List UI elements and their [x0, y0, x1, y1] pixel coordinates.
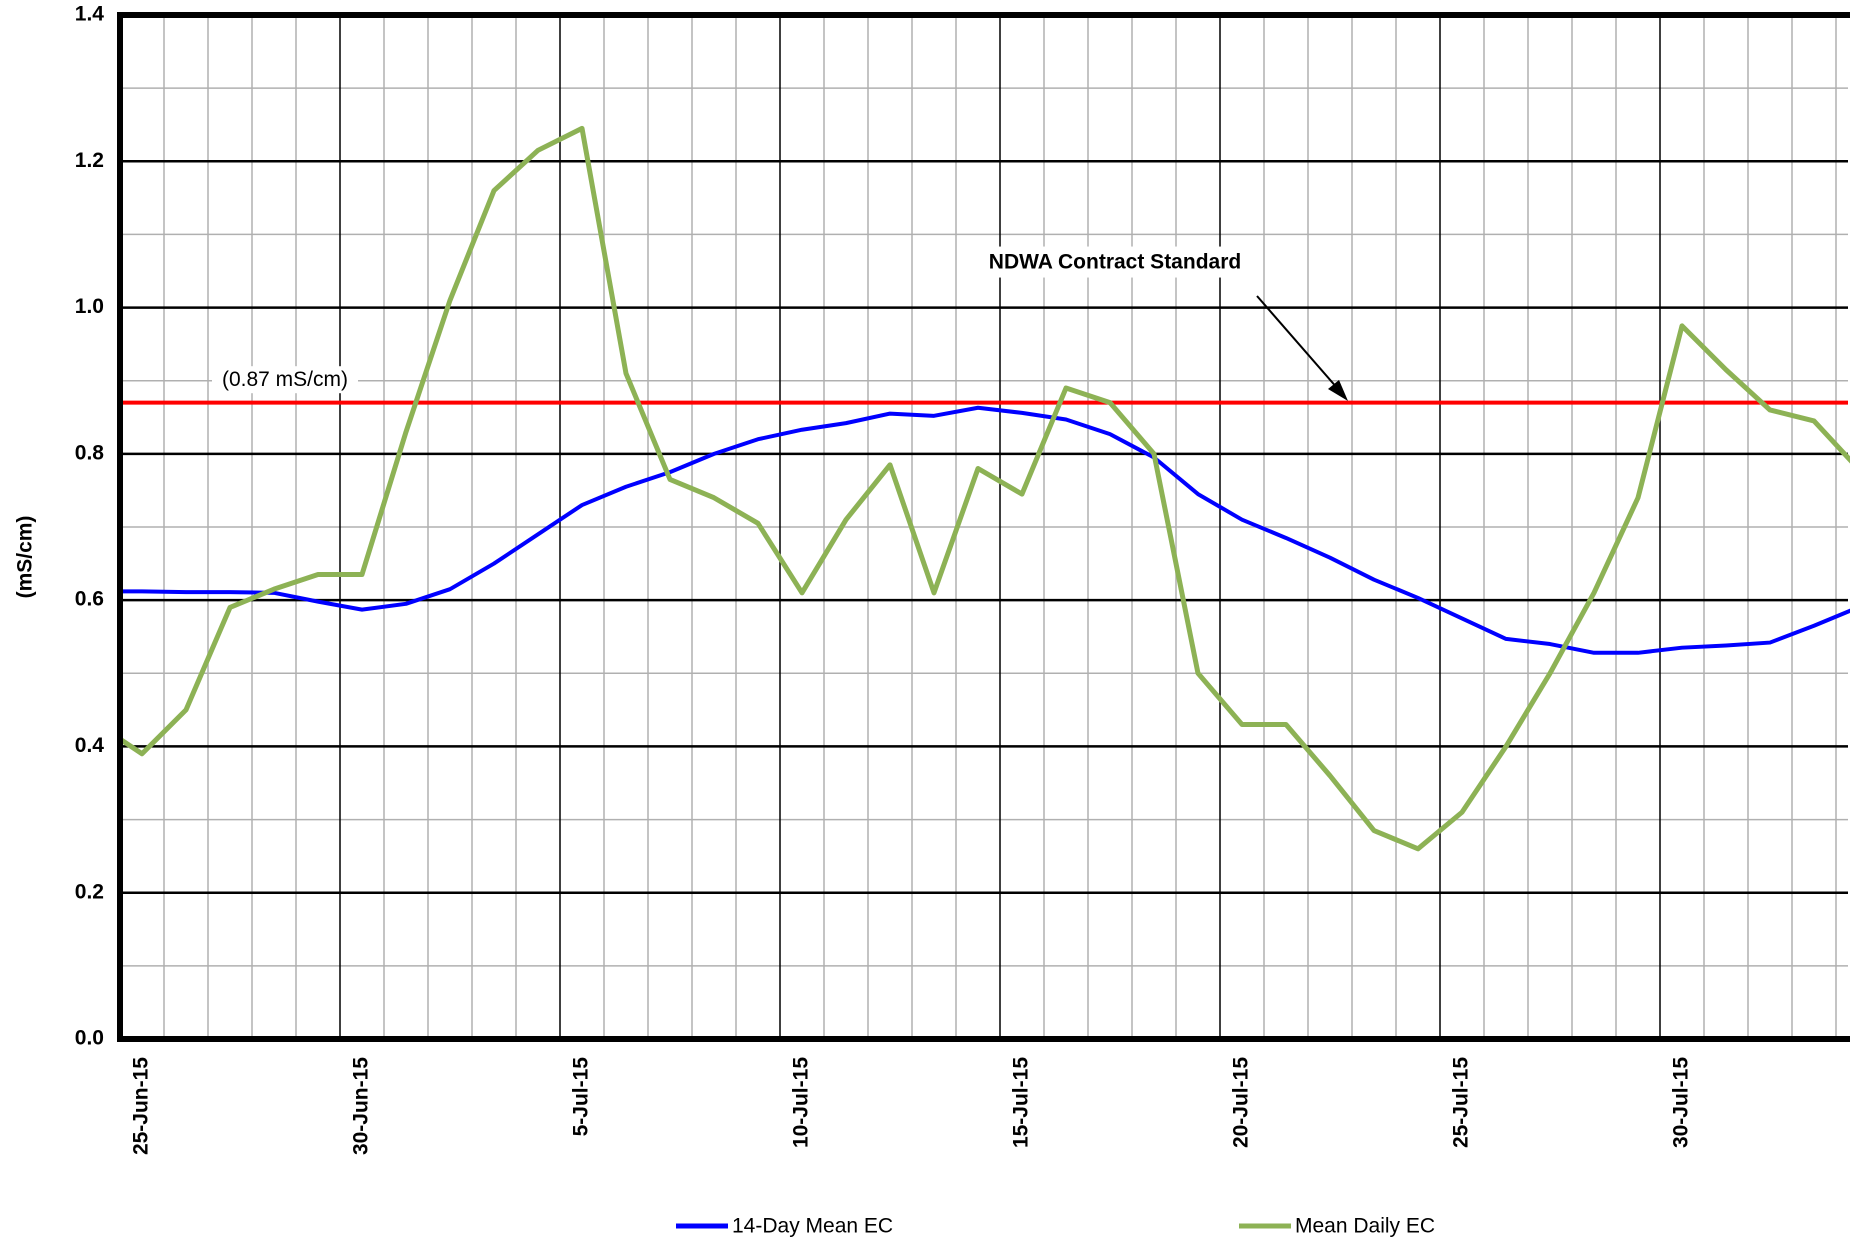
plot-area	[120, 125, 1850, 852]
y-tick-label: 1.4	[75, 3, 105, 26]
annotation-arrow	[1256, 295, 1346, 398]
annotation-bg	[982, 246, 1248, 278]
y-tick-label: 0.6	[75, 588, 104, 611]
x-tick-label: 25-Jul-15	[1450, 1057, 1473, 1148]
x-tick-label: 30-Jul-15	[1670, 1057, 1693, 1148]
overlay: 0.0 0.2 0.4 0.6 0.8 1.0 1.2 1.4 25-Jun-15 30-Jun-…	[14, 3, 1850, 1238]
y-tick-label: 1.0	[75, 295, 104, 318]
annotation-arrowhead	[1328, 380, 1348, 401]
series-line	[120, 405, 1850, 655]
y-tick-label: 0.0	[75, 1027, 104, 1050]
y-tick-label: 0.8	[75, 441, 105, 464]
legend-label: 14-Day Mean EC	[732, 1215, 893, 1238]
reference-label-bg	[211, 366, 359, 394]
x-tick-label: 30-Jun-15	[350, 1057, 373, 1155]
x-tick-label: 15-Jul-15	[1010, 1057, 1033, 1148]
reference-label: (0.87 mS/cm)	[222, 368, 348, 391]
series-line	[120, 125, 1850, 852]
y-tick-label: 1.2	[75, 149, 104, 172]
x-tick-label: 10-Jul-15	[790, 1057, 813, 1148]
x-tick-label: 20-Jul-15	[1230, 1057, 1253, 1148]
grid	[119, 13, 1848, 1041]
y-axis-label: (mS/cm)	[14, 516, 37, 599]
y-tick-label: 0.4	[75, 734, 105, 757]
x-tick-label: 25-Jun-15	[130, 1057, 153, 1155]
x-tick-label: 5-Jul-15	[570, 1057, 593, 1137]
y-tick-label: 0.2	[75, 880, 104, 903]
legend-label: Mean Daily EC	[1295, 1215, 1435, 1238]
annotation: NDWA Contract Standard	[989, 251, 1241, 274]
